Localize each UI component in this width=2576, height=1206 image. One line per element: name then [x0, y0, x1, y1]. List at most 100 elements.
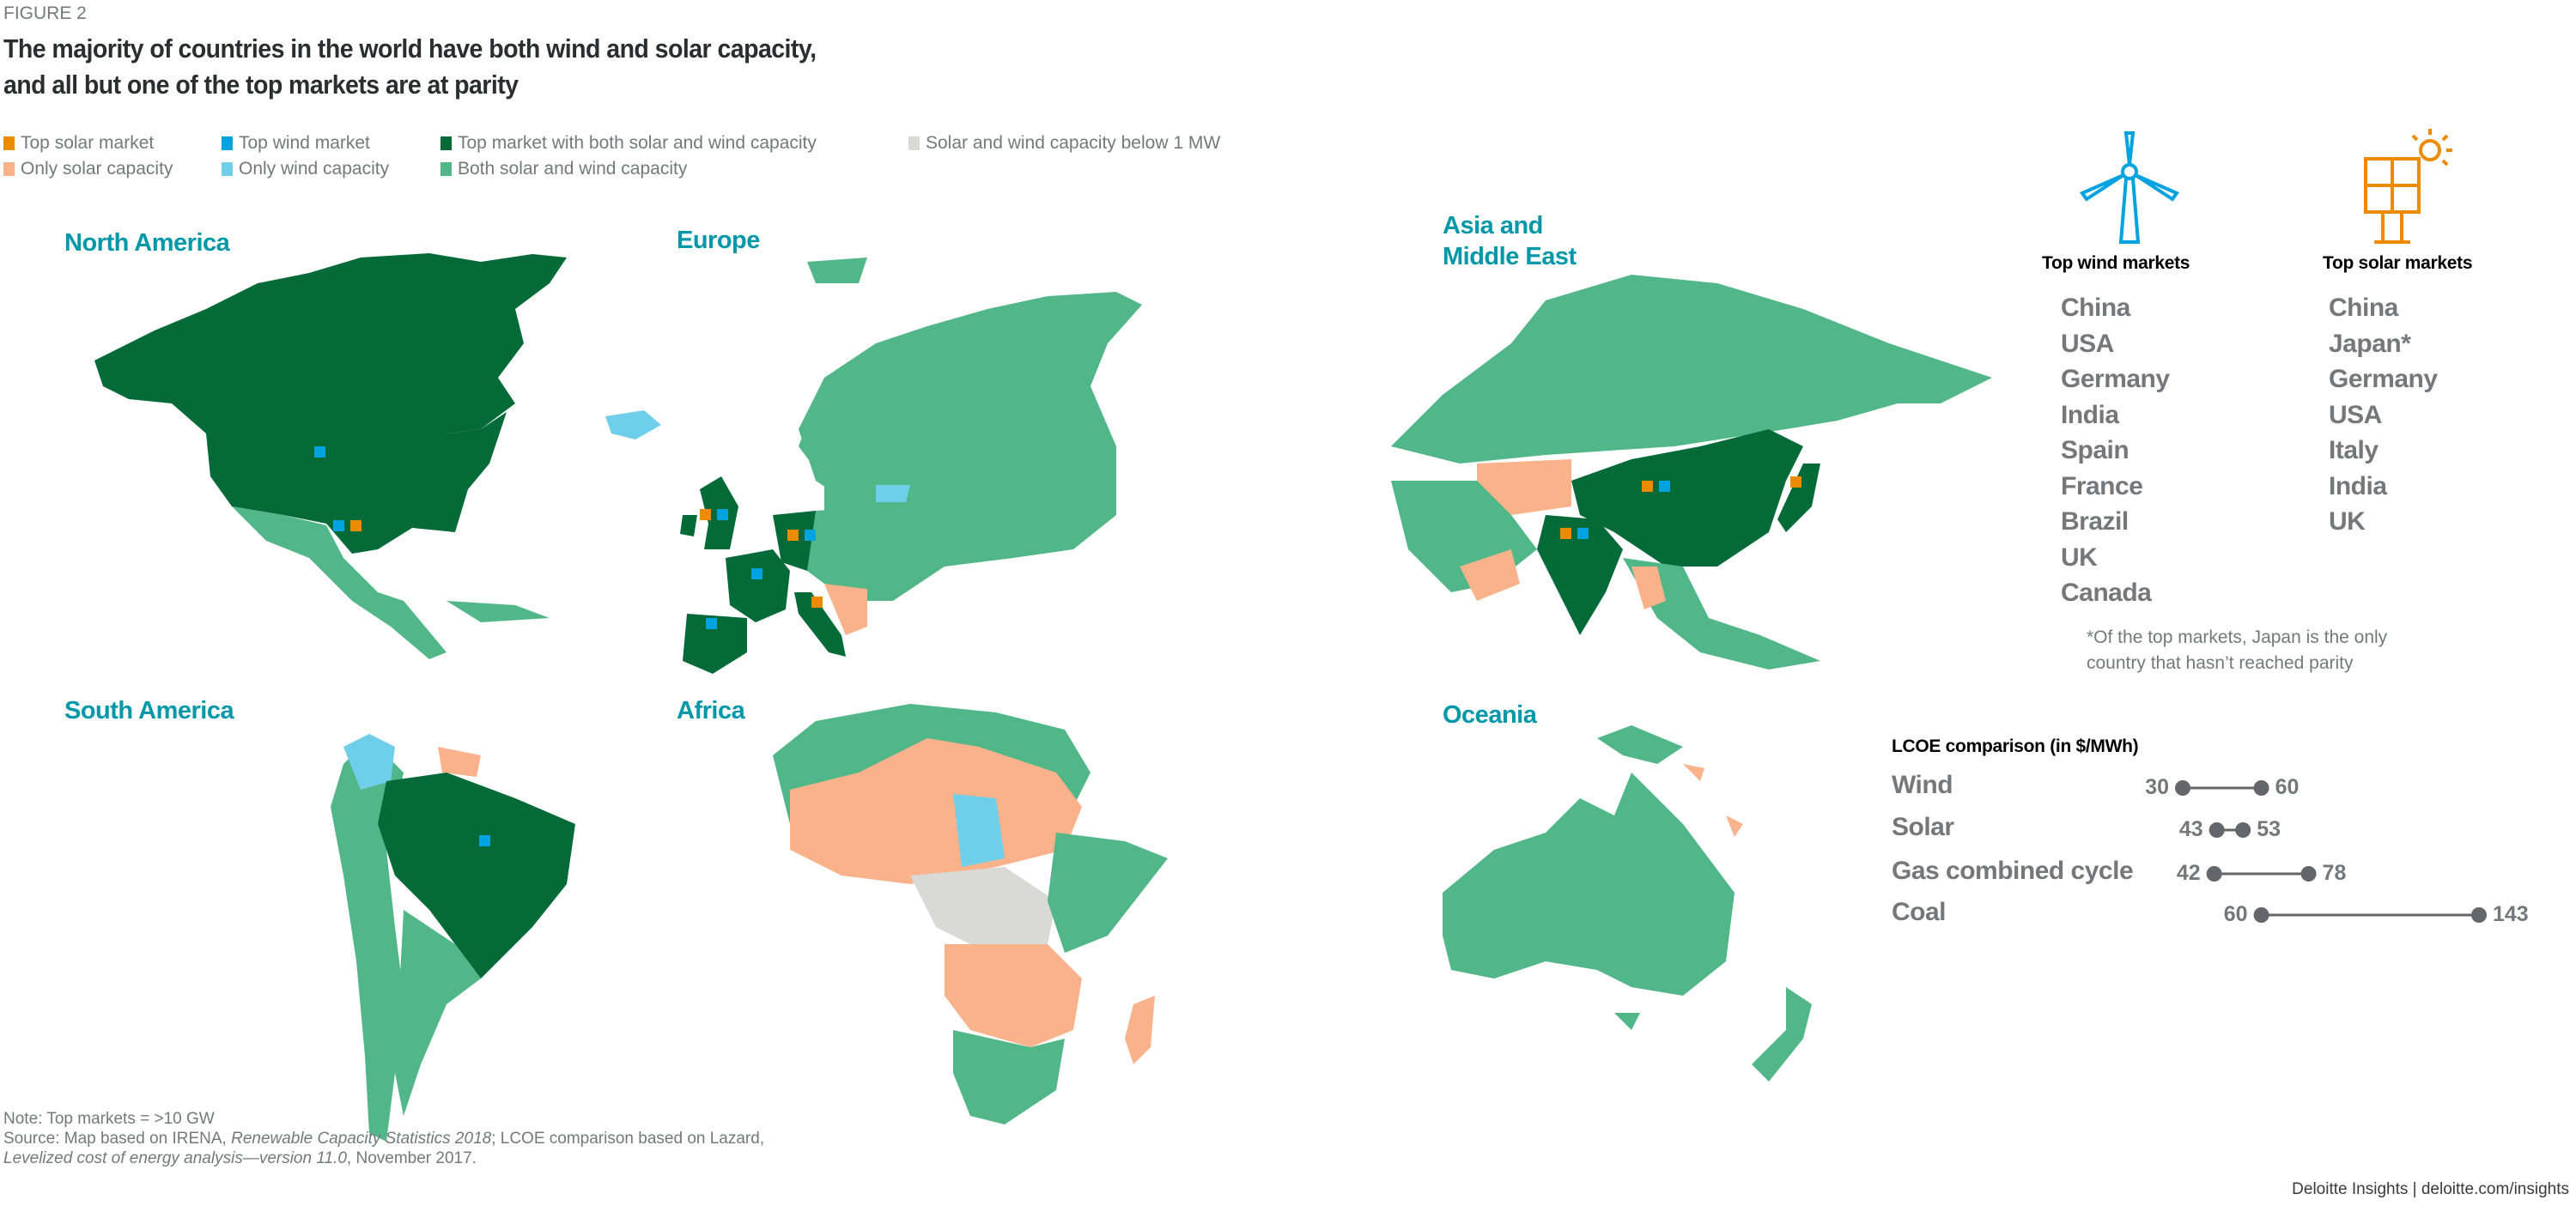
list-item: USA — [2061, 329, 2114, 358]
legend-label: Both solar and wind capacity — [458, 159, 688, 179]
list-item: India — [2061, 400, 2119, 429]
map-central-asia — [1477, 459, 1571, 515]
legend-label: Top market with both solar and wind capa… — [458, 133, 817, 153]
map-brazil — [378, 773, 575, 979]
legend-label: Top wind market — [239, 133, 370, 153]
figure-label: FIGURE 2 — [3, 3, 87, 23]
map-svalbard — [807, 258, 867, 283]
title-line-1: The majority of countries in the world h… — [3, 33, 817, 64]
map-png — [1597, 725, 1683, 764]
list-item: USA — [2329, 400, 2382, 429]
map-east-africa — [1048, 833, 1168, 953]
list-item: China — [2061, 294, 2130, 322]
swatch — [222, 136, 233, 150]
marker-germany-solar — [787, 530, 799, 541]
marker-germany-wind — [805, 530, 816, 541]
lcoe-low-value: 42 — [2176, 861, 2201, 885]
source-text: ; LCOE comparison based on Lazard, — [491, 1130, 765, 1148]
map-pacific-solar — [1683, 764, 1743, 837]
marker-japan-solar — [1790, 476, 1801, 488]
lcoe-high-point — [2300, 866, 2317, 882]
market-markers — [314, 446, 1801, 846]
top-solar-list: China Japan* Germany USA Italy India UK — [2329, 290, 2438, 540]
marker-italy-solar — [811, 597, 823, 608]
map-india — [1537, 515, 1623, 635]
legend-top-wind: Top wind market — [222, 133, 370, 154]
list-item: China — [2329, 294, 2398, 322]
list-item: Brazil — [2061, 507, 2129, 536]
map-spain-portugal — [683, 614, 747, 674]
map-usa — [206, 412, 507, 554]
map-baltic-wind — [876, 485, 910, 502]
map-russia-asia — [1391, 275, 1992, 464]
marker-spain-wind — [706, 618, 717, 629]
brand-credit: Deloitte Insights | deloitte.com/insight… — [2292, 1180, 2569, 1198]
source-title: Renewable Capacity Statistics 2018 — [231, 1130, 492, 1148]
map-southeast-asia — [1623, 558, 1820, 670]
footer-source-2: Levelized cost of energy analysis—versio… — [3, 1148, 764, 1168]
map-tasmania — [1614, 1013, 1640, 1030]
list-item: Germany — [2061, 365, 2170, 393]
legend-label: Solar and wind capacity below 1 MW — [926, 133, 1221, 153]
lcoe-high-point — [2471, 907, 2487, 923]
map-france — [726, 549, 790, 622]
lcoe-high-point — [2253, 780, 2269, 796]
legend-label: Only wind capacity — [239, 159, 390, 179]
marker-china-solar — [1642, 481, 1653, 492]
lcoe-low-point — [2175, 780, 2190, 796]
wind-turbine-icon — [2079, 131, 2180, 244]
marker-uk-solar — [700, 509, 711, 520]
map-japan — [1777, 464, 1820, 532]
swatch — [440, 136, 452, 150]
legend-only-wind: Only wind capacity — [222, 159, 389, 179]
legend-label: Only solar capacity — [21, 159, 173, 179]
footer-notes: Note: Top markets = >10 GW Source: Map b… — [3, 1109, 764, 1168]
marker-brazil-wind — [479, 835, 490, 846]
swatch — [440, 162, 452, 176]
map-australia — [1443, 773, 1735, 996]
lcoe-title: LCOE comparison (in $/MWh) — [1892, 736, 2139, 756]
top-wind-heading: Top wind markets — [2042, 253, 2190, 273]
swatch — [3, 136, 15, 150]
figure-title: The majority of countries in the world h… — [3, 31, 817, 103]
map-arabia-solar — [1460, 549, 1520, 601]
map-iceland — [605, 410, 661, 439]
legend-only-solar: Only solar capacity — [3, 159, 173, 179]
japan-footnote: *Of the top markets, Japan is the only co… — [2087, 625, 2387, 676]
lcoe-low-value: 30 — [2145, 775, 2169, 799]
region-label-north-america: North America — [64, 229, 230, 257]
map-colombia — [343, 734, 395, 790]
list-item: Germany — [2329, 365, 2438, 393]
map-sahel-solar — [790, 738, 1082, 884]
lcoe-high-value: 78 — [2322, 861, 2347, 885]
footer-source: Source: Map based on IRENA, Renewable Ca… — [3, 1129, 764, 1148]
region-label-asia: Asia and Middle East — [1443, 210, 1577, 272]
footnote-line: *Of the top markets, Japan is the only — [2087, 627, 2388, 647]
marker-uk-wind — [717, 509, 728, 520]
region-label-oceania: Oceania — [1443, 701, 1537, 729]
lcoe-low-value: 60 — [2223, 902, 2248, 926]
map-canada-alaska — [94, 253, 567, 433]
map-caribbean — [447, 601, 550, 622]
map-central-europe — [807, 506, 910, 592]
source-text: , November 2017. — [346, 1149, 477, 1167]
swatch — [908, 136, 920, 150]
lcoe-high-value: 143 — [2493, 902, 2529, 926]
map-central-africa-gray — [910, 867, 1056, 953]
marker-usa-wind — [333, 520, 344, 531]
lcoe-low-point — [2253, 907, 2269, 923]
lcoe-low-point — [2206, 866, 2222, 882]
legend-below-1mw: Solar and wind capacity below 1 MW — [908, 133, 1220, 154]
lcoe-high-point — [2235, 822, 2251, 838]
footer-note: Note: Top markets = >10 GW — [3, 1110, 215, 1128]
solar-panel-icon — [2364, 129, 2452, 244]
map-south-africa — [953, 1030, 1065, 1124]
list-item: Japan* — [2329, 329, 2411, 358]
lcoe-category-label: Coal — [1892, 898, 1947, 926]
legend-top-solar: Top solar market — [3, 133, 154, 154]
list-item: Canada — [2061, 579, 2152, 607]
marker-china-wind — [1659, 481, 1670, 492]
footnote-line: country that hasn’t reached parity — [2087, 653, 2354, 673]
marker-usa-solar — [350, 520, 361, 531]
